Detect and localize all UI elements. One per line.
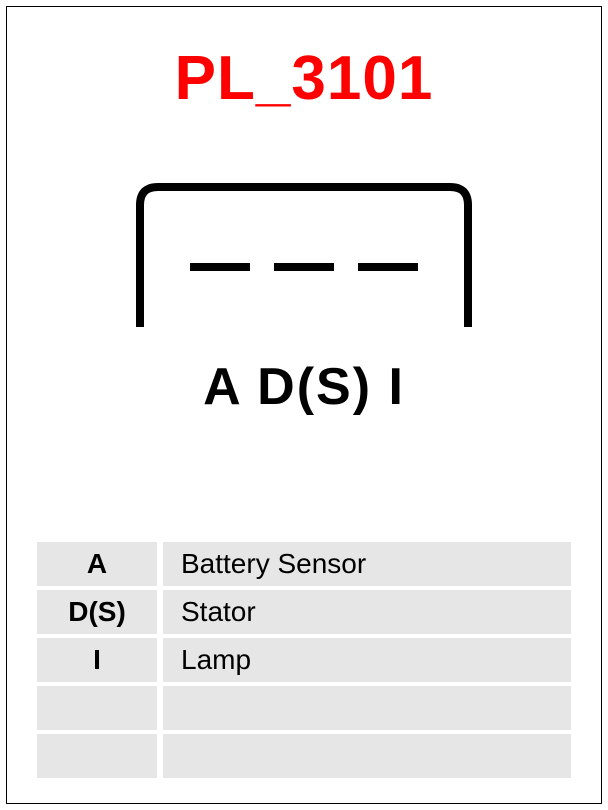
table-row bbox=[37, 734, 571, 778]
pin-key: D(S) bbox=[37, 590, 157, 634]
pin-value: Stator bbox=[163, 590, 571, 634]
pin-value: Battery Sensor bbox=[163, 542, 571, 586]
pin-value bbox=[163, 686, 571, 730]
pin-2 bbox=[274, 263, 334, 271]
pin-key bbox=[37, 686, 157, 730]
pin-key: A bbox=[37, 542, 157, 586]
pin-1 bbox=[190, 263, 250, 271]
pin-labels: A D(S) I bbox=[7, 357, 601, 417]
pin-3 bbox=[358, 263, 418, 271]
connector-diagram bbox=[136, 183, 472, 343]
pin-definition-table: A Battery Sensor D(S) Stator I Lamp bbox=[37, 542, 571, 782]
connector-outline bbox=[140, 187, 468, 327]
diagram-frame: PL_3101 A D(S) I A Battery Sensor D(S) S… bbox=[6, 6, 602, 804]
pin-value bbox=[163, 734, 571, 778]
pin-value: Lamp bbox=[163, 638, 571, 682]
table-row bbox=[37, 686, 571, 730]
part-number-title: PL_3101 bbox=[7, 43, 601, 114]
pin-key: I bbox=[37, 638, 157, 682]
table-row: I Lamp bbox=[37, 638, 571, 682]
table-row: D(S) Stator bbox=[37, 590, 571, 634]
table-row: A Battery Sensor bbox=[37, 542, 571, 586]
pin-key bbox=[37, 734, 157, 778]
